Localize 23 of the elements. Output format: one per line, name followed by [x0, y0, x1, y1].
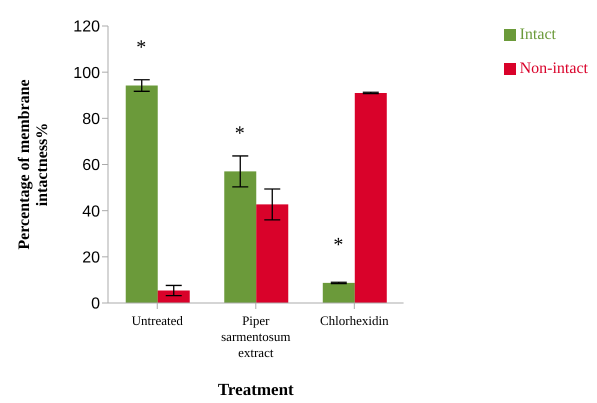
bar — [354, 92, 387, 303]
y-tick-label: 40 — [82, 203, 100, 220]
annotation: * — [136, 36, 146, 59]
y-tick-label: 20 — [82, 250, 100, 267]
legend-label: Non-intact — [520, 60, 588, 77]
annotation: * — [333, 234, 344, 256]
x-tick-label: Untreated — [132, 313, 184, 328]
bar — [256, 204, 288, 303]
x-tick-label: Chlorhexidin — [320, 313, 390, 328]
y-tick-label: 80 — [82, 111, 100, 128]
legend-label: Intact — [520, 26, 556, 43]
y-tick-label: 60 — [82, 157, 100, 174]
x-tick-label: Piper sarmentosum extract — [221, 313, 290, 360]
y-tick-label: 120 — [73, 18, 100, 36]
bar — [224, 171, 256, 303]
annotation: * — [234, 122, 245, 144]
y-tick-label: 0 — [91, 296, 100, 313]
x-axis-title: Treatment — [218, 380, 294, 399]
bar — [322, 282, 355, 303]
y-axis-title: Percentage of membrane intactness% — [16, 79, 51, 250]
bar — [126, 86, 158, 303]
bar — [158, 290, 190, 303]
y-tick-label: 100 — [73, 64, 100, 82]
